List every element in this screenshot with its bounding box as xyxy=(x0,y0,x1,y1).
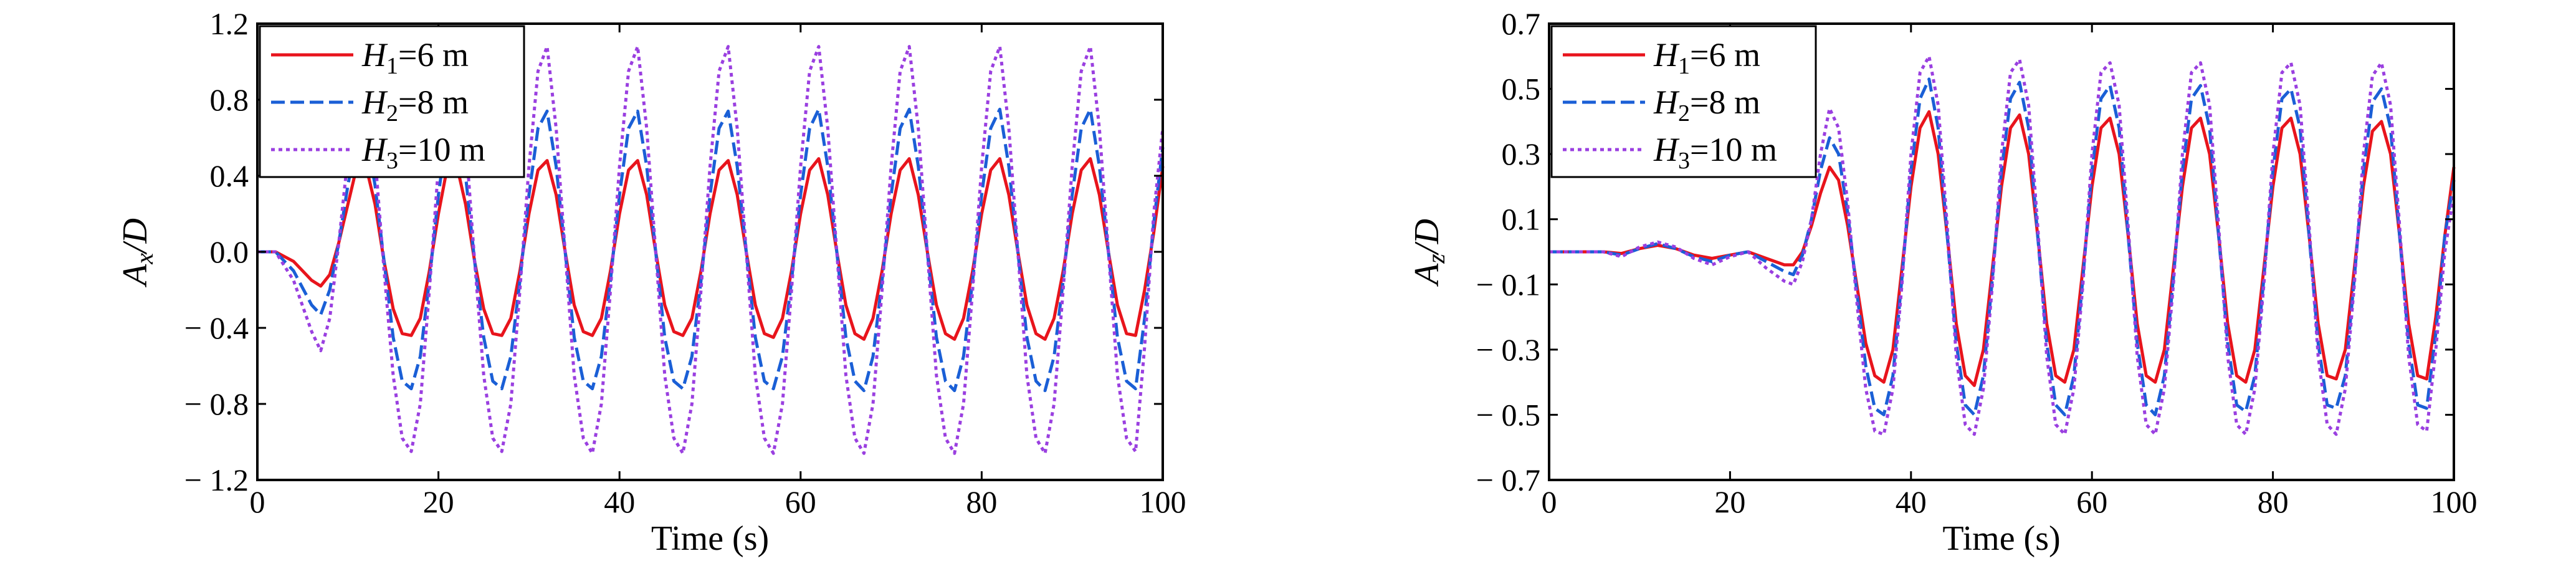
legend: H1=6 mH2=8 mH3=10 m xyxy=(259,25,525,178)
y-tick-label: − 0.5 xyxy=(1476,397,1540,432)
legend: H1=6 mH2=8 mH3=10 m xyxy=(1550,25,1817,178)
legend-label-main: H xyxy=(361,84,388,121)
legend-label-rest: =10 m xyxy=(1690,131,1777,168)
legend-label-main: H xyxy=(1653,84,1680,121)
y-tick-label: − 0.8 xyxy=(184,386,249,421)
legend-label-2: H2=8 m xyxy=(1653,84,1760,127)
y-axis-label-main: A xyxy=(1408,263,1446,287)
x-tick-label: 20 xyxy=(423,484,454,519)
y-tick-label: − 0.4 xyxy=(184,310,249,345)
plot-frame xyxy=(1548,22,2455,481)
x-tick-label: 20 xyxy=(1714,484,1745,519)
legend-label-sub: 2 xyxy=(386,100,398,127)
legend-label-main: H xyxy=(1653,36,1680,74)
x-tick-label: 100 xyxy=(1140,484,1186,519)
x-tick-label: 60 xyxy=(2076,484,2107,519)
y-axis-label-main: A xyxy=(116,264,155,288)
legend-label-rest: =8 m xyxy=(1690,84,1760,121)
ticks-layer: 0 20 40 60 80 100 0.7 0.5 0.3 0.1 − 0.1 − 0.3 − 0.5 −… xyxy=(1476,6,2478,519)
legend-label-main: H xyxy=(361,131,388,168)
y-axis-label: Ax/D xyxy=(116,218,158,288)
legend-label-main: H xyxy=(361,36,388,74)
y-axis-label-rest: /D xyxy=(116,218,155,255)
legend-label-rest: =8 m xyxy=(398,84,469,121)
legend-label-sub: 2 xyxy=(1678,100,1690,127)
x-tick-label: 0 xyxy=(250,484,265,519)
y-tick-label: 0.1 xyxy=(1502,202,1541,237)
ticks-layer: 0 20 40 60 80 100 1.2 0.8 0.4 0.0 − 0.4 − 0.8 − 1.2 xyxy=(184,6,1186,519)
y-axis-label-sub: z xyxy=(1422,254,1450,264)
y-axis-label-rest: /D xyxy=(1408,219,1446,256)
legend-label-sub: 3 xyxy=(1678,148,1690,174)
y-tick-label: 0.8 xyxy=(210,82,249,117)
legend-label-sub: 3 xyxy=(386,148,398,174)
series-line-2 xyxy=(1549,77,2456,416)
y-tick-label: 0.5 xyxy=(1502,72,1541,107)
x-axis-label: Time (s) xyxy=(651,519,769,558)
y-axis-label: Az/D xyxy=(1408,219,1450,287)
y-tick-label: − 1.2 xyxy=(184,463,249,497)
x-axis-label: Time (s) xyxy=(1942,519,2060,558)
legend-label-1: H1=6 m xyxy=(361,36,469,79)
series-line-1 xyxy=(1549,110,2456,387)
y-tick-label: − 0.3 xyxy=(1476,332,1540,367)
legend-label-sub: 1 xyxy=(1678,53,1690,79)
series-layer xyxy=(257,45,1165,455)
legend-label-sub: 1 xyxy=(386,53,398,79)
y-tick-label: 0.3 xyxy=(1502,137,1541,171)
legend-label-rest: =6 m xyxy=(1690,36,1760,74)
y-tick-label: − 0.7 xyxy=(1476,463,1540,497)
legend-label-1: H1=6 m xyxy=(1653,36,1760,79)
x-tick-label: 80 xyxy=(2258,484,2289,519)
legend-label-2: H2=8 m xyxy=(361,84,469,127)
x-tick-label: 40 xyxy=(1896,484,1927,519)
y-tick-label: 0.7 xyxy=(1502,6,1541,41)
legend-label-3: H3=10 m xyxy=(361,131,485,174)
legend-label-rest: =10 m xyxy=(398,131,485,168)
y-tick-label: − 0.1 xyxy=(1476,267,1540,302)
chart-az-panel: 0 20 40 60 80 100 0.7 0.5 0.3 0.1 − 0.1 − 0.3 − 0.5 −… xyxy=(1408,6,2478,558)
legend-label-main: H xyxy=(1653,131,1680,168)
y-tick-label: 0.0 xyxy=(210,234,249,269)
y-axis-label-sub: x xyxy=(130,253,158,265)
series-layer xyxy=(1549,54,2456,436)
series-line-3 xyxy=(1549,54,2456,436)
x-tick-label: 60 xyxy=(785,484,816,519)
y-tick-label: 0.4 xyxy=(210,158,249,193)
x-tick-label: 100 xyxy=(2431,484,2478,519)
y-tick-label: 1.2 xyxy=(210,6,249,41)
x-tick-label: 0 xyxy=(1542,484,1557,519)
x-tick-label: 40 xyxy=(604,484,635,519)
legend-label-3: H3=10 m xyxy=(1653,131,1777,174)
x-tick-label: 80 xyxy=(966,484,997,519)
legend-label-rest: =6 m xyxy=(398,36,469,74)
